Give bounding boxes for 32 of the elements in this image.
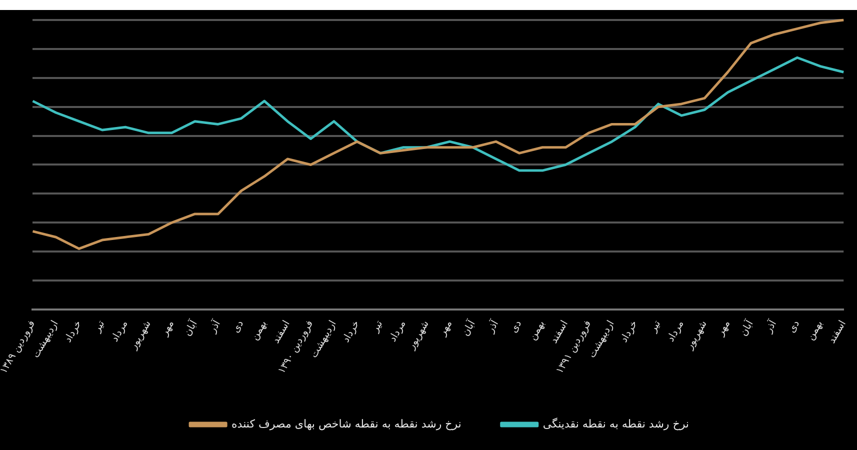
x-tick-label: شهریور: [406, 318, 432, 352]
x-tick-label: آذر: [205, 316, 224, 336]
x-tick-label: بهمن: [527, 318, 548, 342]
x-tick-label: مرداد: [387, 318, 408, 344]
x-tick-label: خرداد: [340, 318, 362, 345]
x-tick-label: خرداد: [62, 318, 84, 345]
x-tick-label: اسفند: [270, 318, 292, 346]
x-tick-label: اسفند: [548, 318, 570, 346]
x-tick-label: دی: [786, 318, 802, 335]
x-tick-label: مرداد: [665, 318, 686, 344]
x-tick-label: آبان: [180, 316, 200, 338]
x-tick-label: آذر: [761, 316, 780, 336]
x-tick-label: دی: [230, 318, 246, 335]
legend-label: نرخ رشد نقطه به نقطه شاخص بهای مصرف کننده: [232, 417, 462, 430]
x-tick-label: آذر: [483, 316, 502, 336]
x-tick-label: خرداد: [618, 318, 640, 345]
x-tick-label: آبان: [458, 316, 478, 338]
x-tick-label: تیر: [647, 318, 664, 335]
x-tick-label: مهر: [714, 318, 733, 339]
x-tick-label: آبان: [736, 316, 756, 338]
x-tick-label: بهمن: [805, 318, 826, 342]
x-tick-label: مهر: [158, 318, 177, 339]
legend-label: نرخ رشد نقطه به نقطه نقدینگی: [542, 417, 689, 430]
x-tick-label: بهمن: [249, 318, 270, 342]
x-tick-label: تیر: [91, 318, 108, 335]
x-tick-label: اسفند: [826, 318, 848, 346]
x-tick-label: تیر: [369, 318, 386, 335]
x-tick-label: مهر: [436, 318, 455, 339]
x-tick-label: مرداد: [109, 318, 130, 344]
x-tick-label: شهریور: [128, 318, 154, 352]
x-tick-label: دی: [508, 318, 524, 335]
x-tick-label: شهریور: [684, 318, 710, 352]
